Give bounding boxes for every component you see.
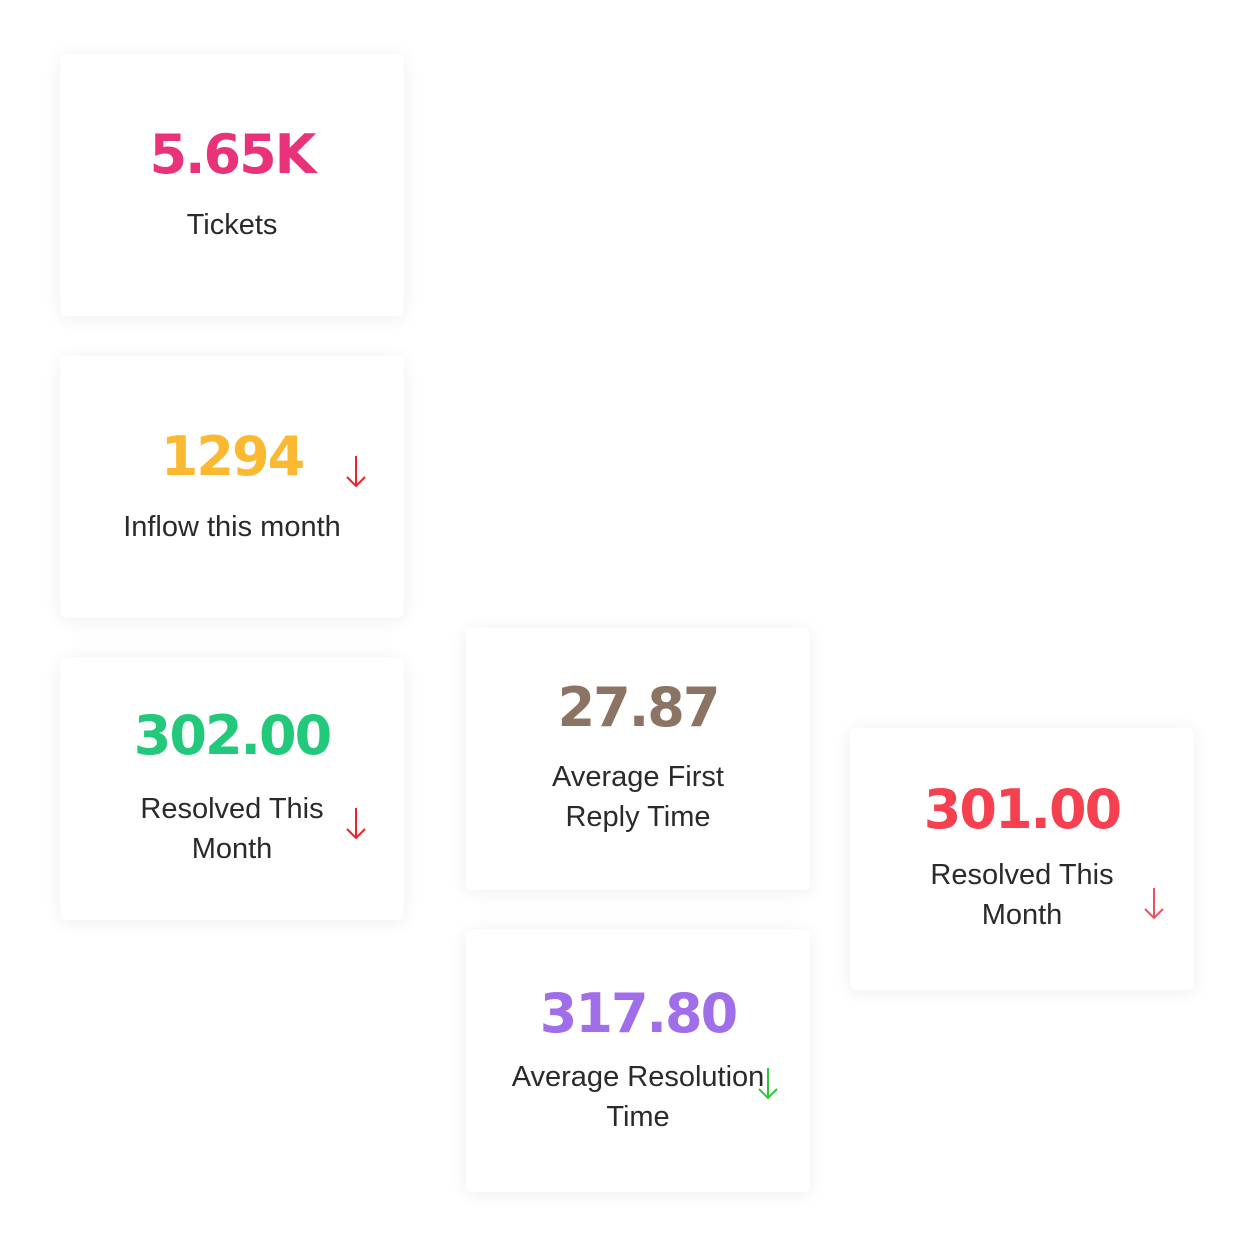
metric-value: 27.87 — [557, 676, 721, 739]
metric-label: Resolved This Month — [930, 859, 1114, 931]
metric-label: Resolved This Month — [140, 793, 324, 865]
metric-value: 5.65K — [149, 123, 316, 186]
inflow-card: 1294 Inflow this month — [60, 356, 404, 618]
metric-label: Tickets — [186, 209, 278, 241]
resolved-month-card: 302.00 Resolved This Month — [60, 658, 404, 920]
arrow-down-icon — [1144, 888, 1164, 920]
arrow-down-icon — [346, 456, 366, 488]
tickets-card: 5.65K Tickets — [60, 54, 404, 316]
arrow-down-icon — [346, 808, 366, 840]
resolved-month-card-2: 301.00 Resolved This Month — [850, 728, 1194, 990]
metric-label: Inflow this month — [123, 511, 341, 543]
metric-value: 1294 — [160, 425, 305, 488]
metric-value: 302.00 — [133, 704, 332, 767]
arrow-down-icon — [758, 1068, 778, 1100]
metric-value: 301.00 — [923, 778, 1122, 841]
resolution-time-card: 317.80 Average Resolution Time — [466, 930, 810, 1192]
metric-label: Average Resolution Time — [511, 1061, 765, 1133]
metric-value: 317.80 — [539, 982, 738, 1045]
metric-label: Average First Reply Time — [552, 761, 724, 833]
first-reply-card: 27.87 Average First Reply Time — [466, 628, 810, 890]
